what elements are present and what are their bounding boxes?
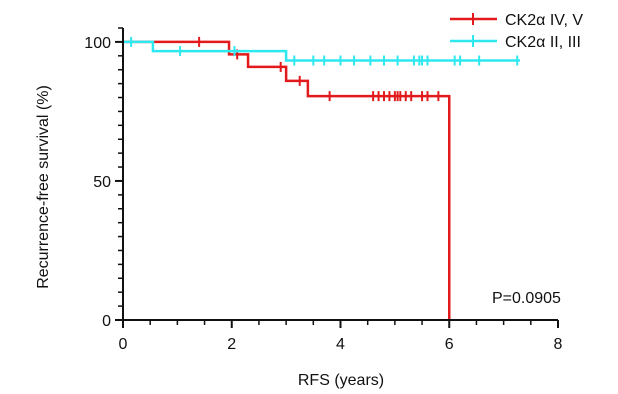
x-axis-title: RFS (years) <box>298 372 384 389</box>
x-tick-label: 8 <box>554 336 563 353</box>
legend-item-low: CK2α II, III <box>450 34 581 51</box>
y-axis-title: Recurrence-free survival (%) <box>35 85 52 289</box>
x-axis-ticks: 0 2 4 6 8 <box>119 320 563 353</box>
y-tick-label: 0 <box>102 313 111 330</box>
series-high <box>123 36 451 320</box>
legend-label-low: CK2α II, III <box>505 34 581 51</box>
y-axis-ticks: 0 50 100 <box>84 27 123 330</box>
x-tick-label: 4 <box>336 336 345 353</box>
legend-label-high: CK2α IV, V <box>505 12 583 29</box>
survival-curves <box>123 36 520 320</box>
legend-item-high: CK2α IV, V <box>450 12 583 29</box>
x-tick-label: 6 <box>445 336 454 353</box>
p-value-annotation: P=0.0905 <box>492 290 561 307</box>
x-tick-label: 2 <box>227 336 236 353</box>
y-tick-label: 100 <box>84 35 111 52</box>
x-tick-label: 0 <box>119 336 128 353</box>
series-low <box>123 36 520 66</box>
legend: CK2α IV, V CK2α II, III <box>450 12 583 51</box>
y-tick-label: 50 <box>93 174 111 191</box>
survival-curve-line <box>123 40 451 320</box>
